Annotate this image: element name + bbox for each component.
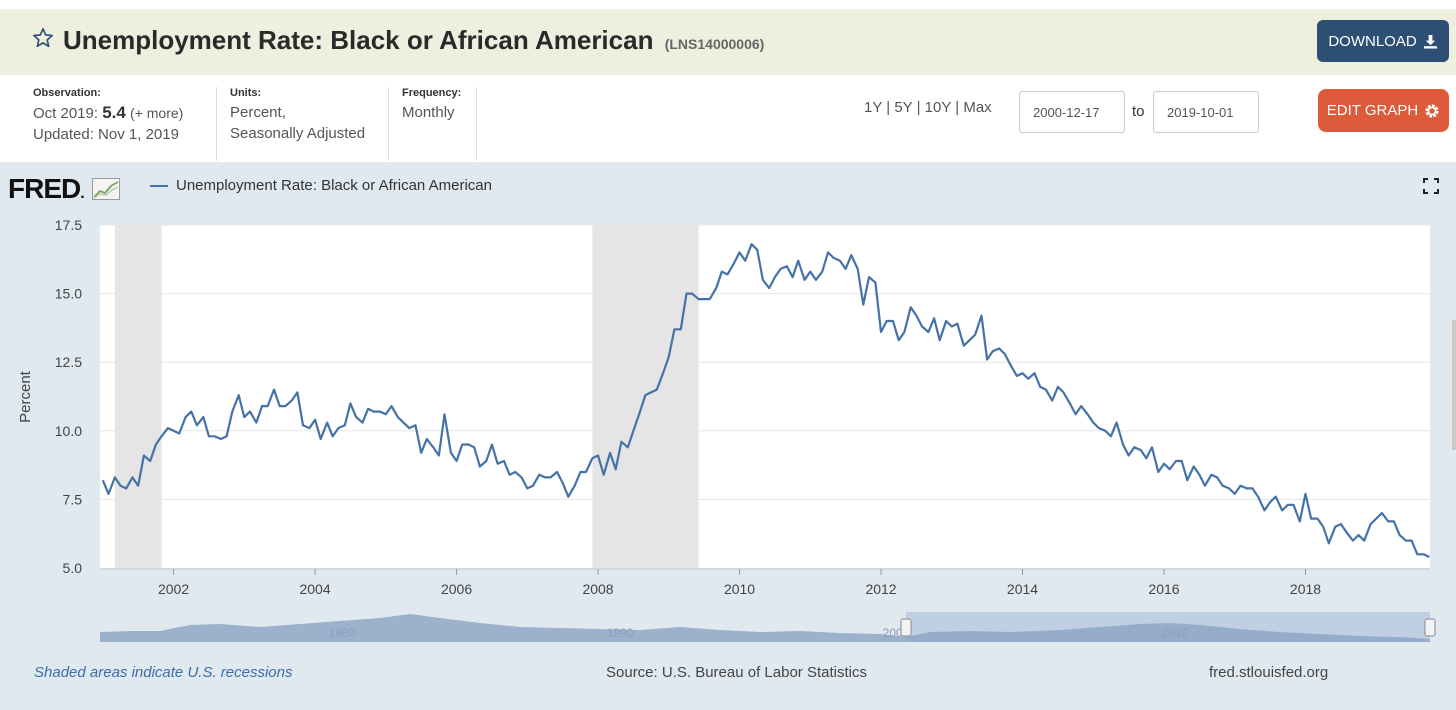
star-icon[interactable] (32, 27, 54, 49)
range-sep: | (916, 99, 921, 116)
data-source: Source: U.S. Bureau of Labor Statistics (606, 664, 867, 681)
units-label: Units: (230, 87, 262, 99)
y-tick-label: 17.5 (55, 217, 82, 233)
navigator-right-handle[interactable] (1424, 618, 1436, 637)
meta-divider (216, 87, 217, 161)
recession-band (114, 225, 162, 568)
edit-graph-label: EDIT GRAPH (1326, 102, 1419, 119)
x-tick-label: 2016 (1148, 581, 1179, 597)
meta-divider (476, 87, 477, 161)
y-tick-label: 15.0 (55, 286, 82, 302)
legend-line-swatch (150, 184, 168, 187)
y-tick-label: 10.0 (55, 423, 82, 439)
observation-more-link[interactable]: (+ more) (130, 105, 184, 121)
range-5y[interactable]: 5Y (894, 99, 913, 116)
series-id: (LNS14000006) (664, 36, 765, 52)
x-tick-label: 2008 (582, 581, 613, 597)
observation-date: Oct 2019: (33, 105, 99, 122)
fred-logo[interactable]: FRED. (8, 173, 121, 205)
fullscreen-icon[interactable] (1423, 178, 1439, 194)
plot-area (100, 225, 1430, 568)
navigator-area-series (100, 614, 1430, 642)
range-10y[interactable]: 10Y (924, 99, 952, 116)
navigator-tick-label: 2010 (1162, 626, 1189, 640)
start-date-input[interactable] (1019, 91, 1125, 133)
series-title: Unemployment Rate: Black or African Amer… (63, 25, 654, 55)
fred-chart-logo-icon (92, 178, 121, 200)
range-sep: | (886, 99, 891, 116)
meta-divider (388, 87, 389, 161)
range-1y[interactable]: 1Y (864, 99, 883, 116)
fred-logo-text: FRED (8, 173, 81, 204)
page-scrollbar-thumb[interactable] (1452, 320, 1456, 450)
observation-label: Observation: (33, 87, 101, 99)
x-tick-label: 2006 (441, 581, 472, 597)
observation-block: Observation: Oct 2019: 5.4 (+ more) Upda… (33, 87, 213, 163)
navigator-tick-label: 1980 (329, 626, 356, 640)
x-tick-label: 2004 (299, 581, 330, 597)
page-title: Unemployment Rate: Black or African Amer… (63, 25, 764, 56)
chart-legend: Unemployment Rate: Black or African Amer… (150, 177, 492, 194)
fred-logo-dot: . (80, 185, 85, 202)
x-tick-label: 2018 (1290, 581, 1321, 597)
gear-icon (1425, 103, 1439, 118)
frequency-block: Frequency: Monthly (402, 87, 477, 163)
navigator[interactable]: 1980 1990 2000 2010 (100, 612, 1436, 642)
units-block: Units: Percent, Seasonally Adjusted (230, 87, 385, 163)
observation-line: Oct 2019: 5.4 (+ more) (33, 102, 213, 124)
updated-date: Updated: Nov 1, 2019 (33, 126, 179, 143)
recession-note-link[interactable]: Shaded areas indicate U.S. recessions (34, 664, 293, 681)
navigator-left-handle[interactable] (900, 618, 912, 637)
observation-value: 5.4 (102, 103, 126, 122)
x-tick-label: 2002 (158, 581, 189, 597)
download-icon (1423, 34, 1437, 49)
navigator-tick-label: 1990 (607, 626, 634, 640)
to-label: to (1132, 103, 1145, 120)
legend-label: Unemployment Rate: Black or African Amer… (176, 177, 492, 194)
y-tick-label: 5.0 (63, 560, 83, 576)
gridlines (100, 224, 1430, 570)
site-url: fred.stlouisfed.org (1209, 664, 1329, 681)
x-tick-label: 2014 (1007, 581, 1038, 597)
x-axis-ticks: 2002 2004 2006 2008 2010 2012 2014 2016 2018 (158, 569, 1321, 597)
line-chart: 5.07.510.012.515.017.5 2002 2004 2006 2008 2… (17, 217, 1456, 642)
frequency-label: Frequency: (402, 87, 462, 99)
end-date-input[interactable] (1153, 91, 1259, 133)
frequency-value: Monthly (402, 104, 455, 121)
y-tick-label: 7.5 (63, 491, 83, 507)
download-label: DOWNLOAD (1328, 32, 1417, 50)
x-tick-label: 2012 (865, 581, 896, 597)
units-value-line2: Seasonally Adjusted (230, 125, 366, 142)
download-button[interactable]: DOWNLOAD (1317, 20, 1449, 62)
series-line (101, 243, 1430, 558)
y-axis-label: Percent (17, 370, 34, 423)
range-sep: | (955, 99, 960, 116)
units-value-line1: Percent, (230, 104, 286, 121)
y-axis-ticks: 5.0 7.5 10.0 12.5 15.0 17.5 (55, 217, 82, 576)
range-selector: 1Y | 5Y | 10Y | Max (864, 99, 992, 116)
y-tick-label: 12.5 (55, 354, 82, 370)
edit-graph-button[interactable]: EDIT GRAPH (1318, 89, 1449, 132)
x-tick-label: 2010 (724, 581, 755, 597)
header-bar: Unemployment Rate: Black or African Amer… (0, 9, 1456, 75)
range-max[interactable]: Max (963, 99, 992, 116)
